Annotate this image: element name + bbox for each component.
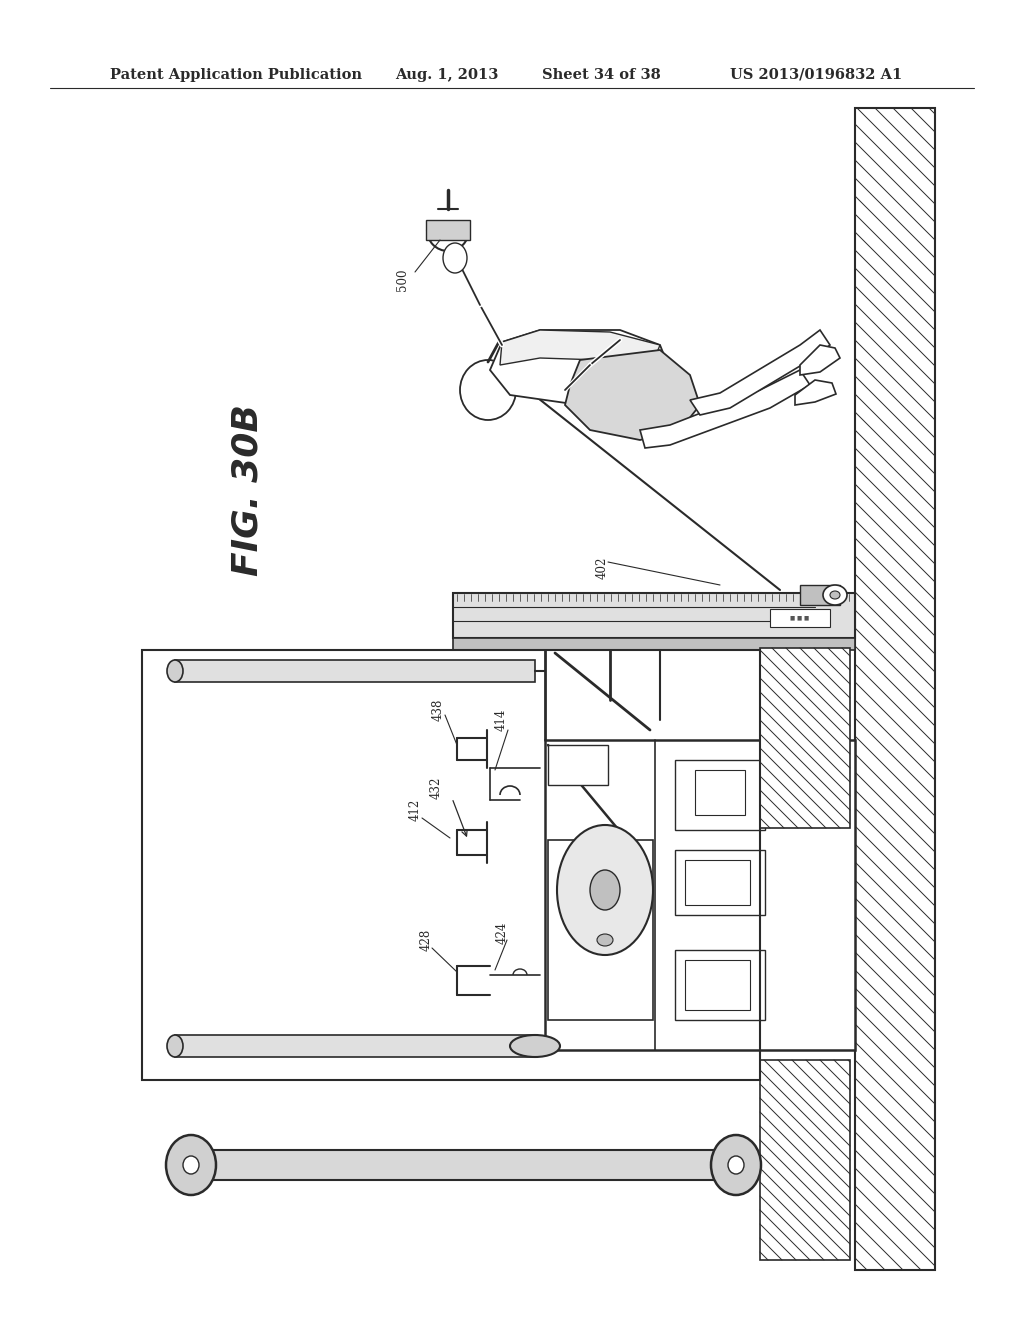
Ellipse shape (597, 935, 613, 946)
Bar (855, 108, 935, 1270)
Polygon shape (795, 380, 836, 405)
Bar (548, 840, 653, 1020)
Bar (675, 760, 765, 830)
Polygon shape (640, 370, 810, 447)
Bar (760, 648, 850, 828)
Bar (770, 609, 830, 627)
Ellipse shape (460, 360, 516, 420)
Ellipse shape (167, 660, 183, 682)
Ellipse shape (183, 1156, 199, 1173)
Ellipse shape (443, 243, 467, 273)
Bar (548, 744, 608, 785)
Text: 412: 412 (409, 799, 422, 821)
Text: Patent Application Publication: Patent Application Publication (110, 69, 362, 82)
Text: FIG. 30B: FIG. 30B (231, 404, 265, 576)
Bar (426, 220, 470, 240)
Text: 438: 438 (432, 698, 445, 721)
Bar (545, 741, 855, 1049)
Polygon shape (490, 330, 670, 405)
Text: ■ ■ ■: ■ ■ ■ (791, 615, 810, 620)
Ellipse shape (557, 825, 653, 954)
Bar (142, 649, 760, 1080)
Ellipse shape (711, 1135, 761, 1195)
Text: 432: 432 (430, 776, 443, 799)
Bar (695, 770, 745, 814)
Bar (453, 638, 855, 649)
Bar (685, 960, 750, 1010)
Bar (800, 585, 840, 605)
Ellipse shape (728, 1156, 744, 1173)
Bar (685, 861, 750, 906)
Ellipse shape (510, 1035, 560, 1057)
Ellipse shape (167, 1035, 183, 1057)
Text: US 2013/0196832 A1: US 2013/0196832 A1 (730, 69, 902, 82)
Bar (453, 593, 855, 638)
Bar (175, 660, 535, 682)
Polygon shape (690, 330, 830, 414)
Bar (760, 1060, 850, 1261)
Polygon shape (500, 330, 660, 370)
Bar (175, 1035, 535, 1057)
Bar (675, 950, 765, 1020)
Bar (203, 1150, 723, 1180)
Text: 428: 428 (420, 929, 433, 952)
Bar (675, 850, 765, 915)
Ellipse shape (590, 870, 620, 909)
Ellipse shape (166, 1135, 216, 1195)
Ellipse shape (823, 585, 847, 605)
Polygon shape (800, 345, 840, 375)
Text: 402: 402 (596, 557, 609, 579)
Polygon shape (565, 350, 700, 440)
Text: Sheet 34 of 38: Sheet 34 of 38 (542, 69, 660, 82)
Text: 500: 500 (396, 269, 409, 292)
Text: Aug. 1, 2013: Aug. 1, 2013 (395, 69, 499, 82)
Text: 414: 414 (495, 709, 508, 731)
Text: 424: 424 (496, 921, 509, 944)
Ellipse shape (830, 591, 840, 599)
